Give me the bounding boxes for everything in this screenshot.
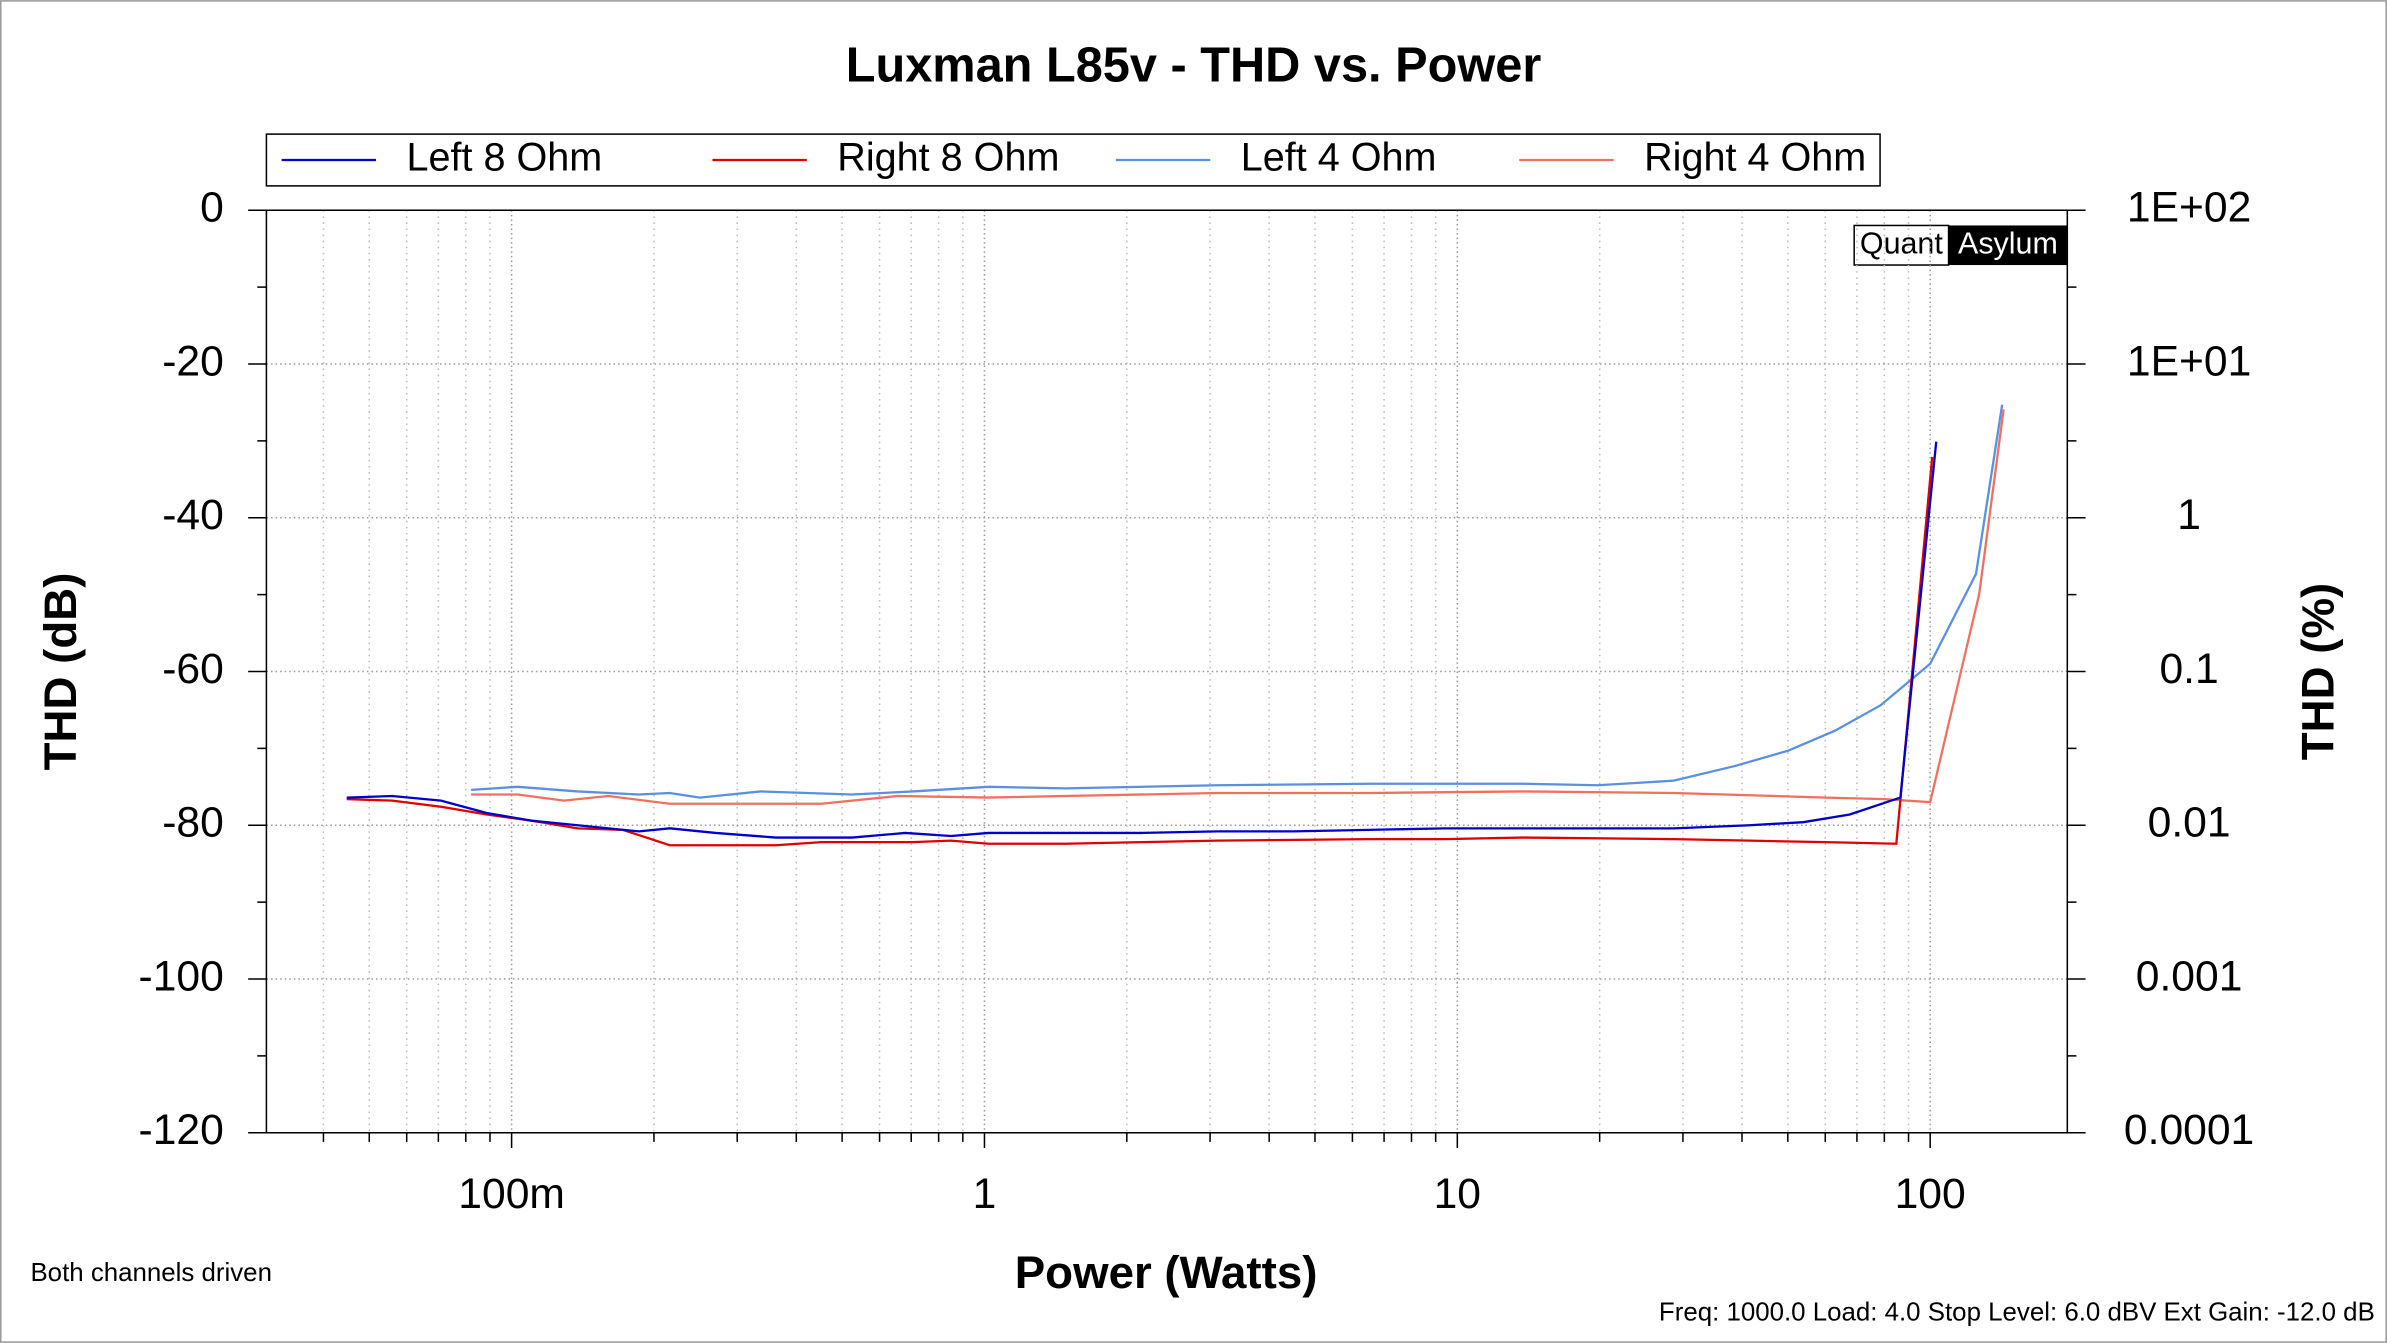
y2-tick-label: 1	[2177, 491, 2201, 539]
legend-label: Left 8 Ohm	[406, 135, 602, 179]
watermark-box	[1853, 224, 1950, 266]
y2-tick-label: 0.1	[2159, 645, 2218, 693]
y2-tick-label: 1E+01	[2127, 337, 2251, 385]
legend-label: Right 8 Ohm	[837, 135, 1059, 179]
series-line	[471, 409, 2005, 805]
y-tick-label: 0	[200, 184, 224, 232]
plot-area	[265, 209, 2069, 1134]
y-tick-label: -120	[139, 1106, 224, 1154]
annotation: Freq: 1000.0 Load: 4.0 Stop Level: 6.0 d…	[1659, 1299, 2375, 1327]
watermark: Asylum	[1958, 226, 2058, 260]
chart-title: Luxman L85v - THD vs. Power	[846, 39, 1542, 93]
x-tick-label: 100m	[458, 1170, 565, 1218]
y-tick-label: -20	[162, 337, 224, 385]
y-tick-label: -100	[139, 952, 224, 1000]
x-tick-label: 100	[1895, 1170, 1966, 1218]
legend-box	[265, 133, 1881, 187]
series-line	[471, 404, 2004, 799]
y2-tick-label: 1E+02	[2127, 184, 2251, 232]
y-tick-label: -40	[162, 491, 224, 539]
y-tick-label: -80	[162, 799, 224, 847]
annotation: Both channels driven	[30, 1259, 272, 1287]
x-tick-label: 10	[1434, 1170, 1481, 1218]
y2-tick-label: 0.01	[2148, 799, 2231, 847]
y2-tick-label: 0.0001	[2124, 1106, 2254, 1154]
y-tick-label: -60	[162, 645, 224, 693]
y-axis-label: THD (dB)	[35, 573, 86, 771]
legend-label: Right 4 Ohm	[1644, 135, 1866, 179]
y2-axis-label: THD (%)	[2293, 583, 2344, 761]
y2-tick-label: 0.001	[2136, 952, 2243, 1000]
series-line	[346, 441, 1938, 839]
watermark-box	[1948, 225, 2068, 266]
x-tick-label: 1	[973, 1170, 997, 1218]
x-axis-label: Power (Watts)	[1015, 1247, 1318, 1298]
legend-label: Left 4 Ohm	[1241, 135, 1437, 179]
